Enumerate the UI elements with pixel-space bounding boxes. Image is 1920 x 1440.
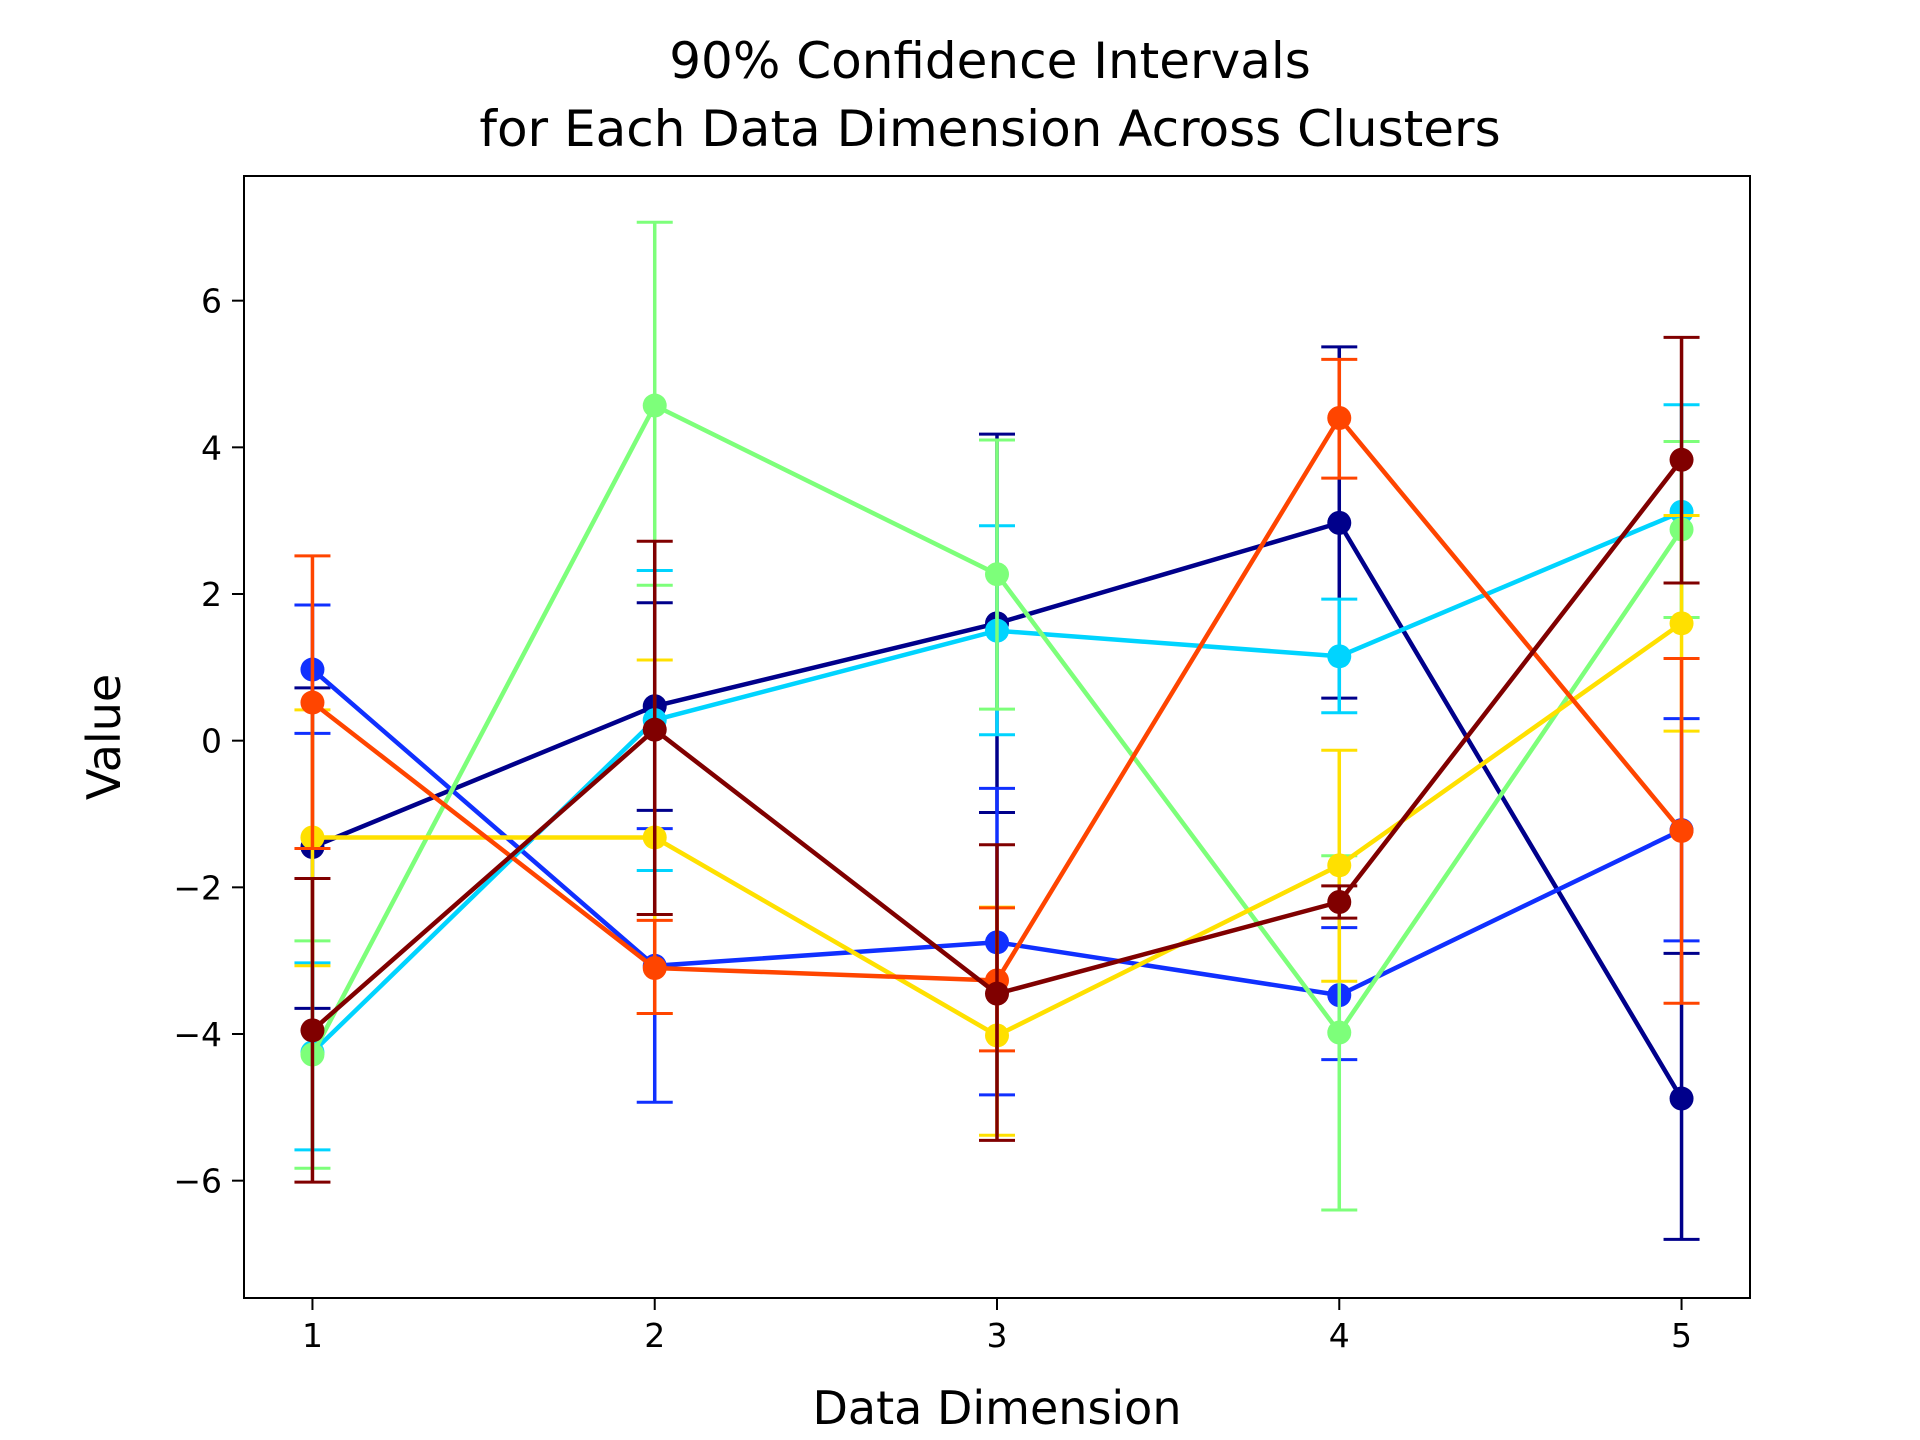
data-point bbox=[985, 981, 1009, 1006]
data-point bbox=[1327, 1020, 1352, 1045]
y-tick-label: 2 bbox=[201, 575, 222, 614]
y-axis: −6 −4 −2 0 2 4 6 bbox=[173, 282, 244, 1201]
series-layer bbox=[294, 220, 1700, 1241]
chart-title-line-1: 90% Confidence Intervals bbox=[669, 32, 1311, 90]
chart-title-line-2: for Each Data Dimension Across Clusters bbox=[479, 100, 1500, 158]
data-point bbox=[300, 1018, 325, 1043]
data-point bbox=[642, 393, 667, 418]
y-tick-label: −6 bbox=[173, 1162, 222, 1201]
data-point bbox=[1327, 406, 1352, 430]
data-point bbox=[642, 717, 667, 742]
x-tick-label: 2 bbox=[644, 1316, 665, 1355]
y-tick-label: −2 bbox=[173, 868, 222, 907]
y-tick-label: −4 bbox=[173, 1015, 222, 1054]
data-point bbox=[1327, 853, 1352, 878]
y-axis-label: Value bbox=[77, 674, 131, 800]
y-tick-label: 6 bbox=[201, 282, 222, 321]
x-axis-label: Data Dimension bbox=[813, 1381, 1182, 1435]
data-point bbox=[642, 956, 667, 980]
series-7 bbox=[294, 335, 1700, 1184]
y-tick-label: 0 bbox=[201, 722, 222, 761]
data-point bbox=[1669, 818, 1694, 843]
y-tick-label: 4 bbox=[201, 428, 222, 467]
x-axis: 1 2 3 4 5 bbox=[302, 1298, 1692, 1355]
x-tick-label: 4 bbox=[1329, 1316, 1350, 1355]
x-tick-label: 3 bbox=[987, 1316, 1008, 1355]
x-tick-label: 5 bbox=[1671, 1316, 1692, 1355]
data-point bbox=[1669, 1086, 1694, 1111]
data-point bbox=[1327, 510, 1352, 535]
data-point bbox=[300, 690, 325, 715]
data-point bbox=[1669, 447, 1694, 472]
plot-area bbox=[243, 175, 1751, 1299]
data-point bbox=[1669, 611, 1694, 636]
data-point bbox=[1327, 890, 1352, 914]
x-tick-label: 1 bbox=[302, 1316, 323, 1355]
data-point bbox=[1327, 644, 1352, 669]
data-point bbox=[985, 562, 1009, 587]
